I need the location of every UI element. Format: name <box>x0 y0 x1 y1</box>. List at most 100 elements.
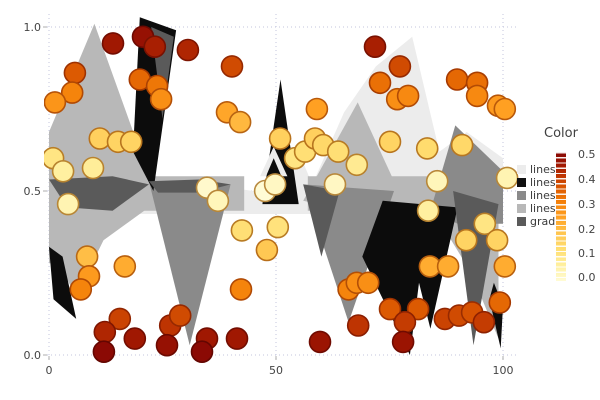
scatter-point <box>143 35 167 59</box>
scatter-point <box>345 153 369 177</box>
legend-swatch <box>517 204 526 213</box>
scatter-point <box>44 91 67 114</box>
scatter-point <box>176 38 200 62</box>
scatter-point <box>229 278 253 301</box>
colorbar-tick-label: 0.1 <box>578 247 596 260</box>
legend-swatch <box>517 165 526 174</box>
scatter-point <box>51 160 75 183</box>
scatter-point <box>266 215 290 239</box>
scatter-point <box>473 212 497 236</box>
scatter-point <box>388 55 412 78</box>
scatter-point <box>149 87 173 111</box>
scatter-point <box>88 127 112 150</box>
scatter-point <box>81 156 105 180</box>
scatter-point <box>445 68 469 91</box>
legend-item: lines <box>517 163 556 176</box>
scatter-point <box>454 228 478 252</box>
scatter-point <box>378 130 402 154</box>
scatter-point <box>493 255 517 278</box>
legend-label: grad <box>530 215 556 228</box>
scatter-point <box>363 35 387 59</box>
scatter-point <box>155 333 179 357</box>
scatter-point <box>268 127 292 150</box>
scatter-point <box>308 330 332 354</box>
scatter-point <box>56 192 80 216</box>
scatter-point <box>346 314 370 337</box>
scatter-point <box>416 199 440 222</box>
scatter-point <box>75 245 99 268</box>
scatter-point <box>396 84 420 108</box>
scatter-point <box>465 84 489 108</box>
scatter-point <box>450 133 474 157</box>
area-lines-black <box>49 246 77 319</box>
scatter-point <box>425 169 449 193</box>
colorbar-tick-label: 0.0 <box>578 271 596 284</box>
scatter-point <box>93 320 117 344</box>
area-lines-gray <box>430 125 503 224</box>
scatter-point <box>485 228 509 252</box>
scatter-point <box>472 310 496 334</box>
scatter-point <box>220 55 244 78</box>
y-tick-label: 1.0 <box>24 21 42 34</box>
scatter-point <box>108 307 132 331</box>
scatter-point <box>255 238 279 262</box>
scatter-point <box>92 340 116 364</box>
scatter-point <box>225 327 249 350</box>
colorbar-tick-label: 0.4 <box>578 173 596 186</box>
plot-area <box>44 17 519 364</box>
scatter-point <box>415 137 439 160</box>
scatter-point <box>60 81 84 104</box>
scatter-point <box>69 278 93 301</box>
scatter-point <box>206 189 230 213</box>
legend-item: grad <box>517 215 556 228</box>
colorbar-title: Color <box>544 126 578 141</box>
legend-item: lines <box>517 202 556 215</box>
x-tick-label: 100 <box>493 364 514 377</box>
colorbar-gradient <box>556 152 566 281</box>
scatter-point <box>493 97 517 121</box>
scatter-point <box>488 291 512 314</box>
legend-swatch <box>517 178 526 187</box>
legend-label: lines <box>530 202 556 215</box>
legend-label: lines <box>530 163 556 176</box>
legend-swatch <box>517 191 526 200</box>
scatter-point <box>326 140 350 163</box>
area-lines-black <box>362 200 458 355</box>
y-tick-label: 0.5 <box>24 185 42 198</box>
scatter-point <box>495 166 519 190</box>
scatter-point <box>391 330 415 354</box>
scatter-point <box>368 71 392 95</box>
scatter-point <box>168 304 192 327</box>
scatter-point <box>436 255 460 278</box>
scatter-point <box>323 173 347 196</box>
legend-swatch <box>517 217 526 226</box>
scatter-point <box>113 255 137 278</box>
colorbar-tick-label: 0.2 <box>578 223 596 236</box>
y-tick-label: 0.0 <box>24 349 42 362</box>
scatter-point <box>356 271 380 295</box>
scatter-point <box>190 340 214 364</box>
scatter-point <box>228 110 252 134</box>
x-tick-label: 50 <box>269 364 283 377</box>
scatter-point <box>378 297 402 321</box>
legend-label: lines <box>530 176 556 189</box>
scatter-point <box>119 130 143 154</box>
scatter-point <box>230 219 254 242</box>
scatter-point <box>305 97 329 121</box>
area-lines-gray <box>148 181 231 346</box>
legend: lines lines lines lines grad <box>517 163 556 228</box>
scatter-point <box>393 310 417 334</box>
legend-item: lines <box>517 176 556 189</box>
area-grad-darkgray <box>303 184 340 257</box>
legend-label: lines <box>530 189 556 202</box>
scatter-point <box>63 61 87 85</box>
area-lines-white-edge <box>260 146 288 177</box>
x-tick-label: 0 <box>46 364 53 377</box>
scatter-point <box>263 173 287 196</box>
colorbar-tick-label: 0.5 <box>578 148 596 161</box>
legend-item: lines <box>517 189 556 202</box>
scatter-point <box>101 32 125 55</box>
colorbar-tick-label: 0.3 <box>578 198 596 211</box>
